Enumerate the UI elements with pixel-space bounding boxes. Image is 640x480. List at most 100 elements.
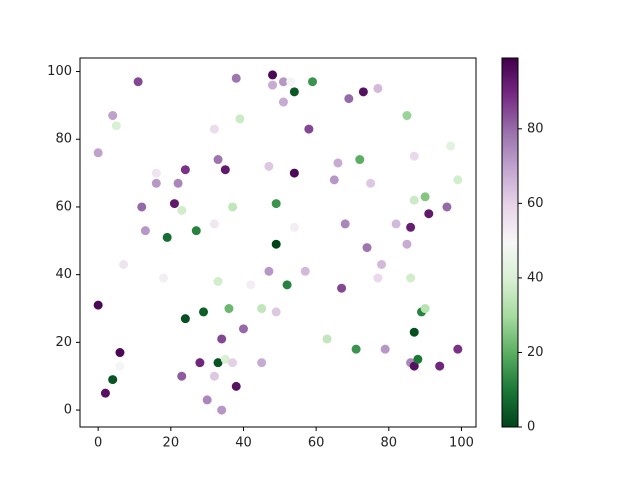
point bbox=[115, 361, 125, 371]
point bbox=[231, 381, 241, 391]
point bbox=[246, 280, 256, 290]
point bbox=[286, 77, 296, 87]
point bbox=[111, 121, 121, 131]
colorbar bbox=[502, 58, 518, 427]
point bbox=[115, 348, 125, 358]
point bbox=[173, 178, 183, 188]
point bbox=[289, 87, 299, 97]
point bbox=[108, 375, 118, 385]
point bbox=[377, 260, 387, 270]
point bbox=[402, 239, 412, 249]
point bbox=[220, 354, 230, 364]
y-tick-label: 60 bbox=[55, 199, 72, 214]
point bbox=[162, 232, 172, 242]
colorbar-frame bbox=[501, 57, 519, 428]
point bbox=[358, 87, 368, 97]
point bbox=[264, 266, 274, 276]
plot-frame bbox=[79, 57, 477, 428]
point bbox=[289, 222, 299, 232]
point bbox=[435, 361, 445, 371]
point bbox=[257, 304, 267, 314]
point bbox=[442, 202, 452, 212]
point bbox=[373, 83, 383, 93]
y-tick-label: 0 bbox=[64, 403, 72, 418]
point bbox=[453, 175, 463, 185]
point bbox=[406, 222, 416, 232]
point bbox=[180, 165, 190, 175]
point bbox=[257, 358, 267, 368]
colorbar-tick-label: 40 bbox=[527, 270, 544, 285]
y-tick-label: 100 bbox=[47, 64, 72, 79]
point bbox=[289, 168, 299, 178]
x-tick-label: 100 bbox=[449, 436, 474, 451]
point bbox=[209, 124, 219, 134]
point bbox=[304, 124, 314, 134]
point bbox=[93, 148, 103, 158]
point bbox=[409, 151, 419, 161]
point bbox=[264, 161, 274, 171]
point bbox=[202, 395, 212, 405]
point bbox=[217, 334, 227, 344]
point bbox=[413, 354, 423, 364]
point bbox=[308, 77, 318, 87]
point bbox=[213, 276, 223, 286]
point bbox=[282, 280, 292, 290]
point bbox=[177, 205, 187, 215]
point bbox=[177, 371, 187, 381]
point bbox=[351, 344, 361, 354]
point bbox=[228, 358, 238, 368]
point bbox=[300, 266, 310, 276]
point bbox=[209, 219, 219, 229]
point bbox=[133, 77, 143, 87]
x-tick-label: 20 bbox=[163, 436, 180, 451]
point bbox=[333, 158, 343, 168]
point bbox=[409, 327, 419, 337]
point bbox=[151, 178, 161, 188]
point bbox=[268, 80, 278, 90]
point bbox=[402, 111, 412, 121]
colorbar-tick-label: 60 bbox=[527, 196, 544, 211]
colorbar-tick-label: 20 bbox=[527, 345, 544, 360]
point bbox=[446, 141, 456, 151]
point bbox=[268, 70, 278, 80]
point bbox=[100, 388, 110, 398]
point bbox=[322, 334, 332, 344]
point bbox=[140, 226, 150, 236]
point bbox=[409, 195, 419, 205]
point bbox=[231, 73, 241, 83]
point bbox=[424, 209, 434, 219]
point bbox=[191, 226, 201, 236]
point bbox=[195, 358, 205, 368]
point bbox=[228, 202, 238, 212]
point bbox=[362, 243, 372, 253]
point bbox=[373, 273, 383, 283]
point bbox=[453, 344, 463, 354]
point bbox=[329, 175, 339, 185]
point bbox=[169, 199, 179, 209]
point bbox=[278, 77, 288, 87]
y-tick-label: 80 bbox=[55, 132, 72, 147]
point bbox=[108, 111, 118, 121]
point bbox=[224, 304, 234, 314]
point bbox=[271, 199, 281, 209]
point bbox=[199, 307, 209, 317]
point bbox=[355, 155, 365, 165]
point bbox=[420, 192, 430, 202]
x-tick-label: 60 bbox=[308, 436, 325, 451]
colorbar-tick-label: 0 bbox=[527, 420, 535, 435]
point bbox=[391, 219, 401, 229]
colorbar-tick-label: 80 bbox=[527, 121, 544, 136]
x-tick-label: 40 bbox=[235, 436, 252, 451]
point bbox=[93, 300, 103, 310]
point bbox=[271, 307, 281, 317]
y-tick-label: 20 bbox=[55, 335, 72, 350]
point bbox=[217, 405, 227, 415]
point bbox=[220, 165, 230, 175]
point bbox=[344, 94, 354, 104]
point bbox=[213, 358, 223, 368]
point bbox=[213, 155, 223, 165]
y-tick-label: 40 bbox=[55, 267, 72, 282]
point bbox=[271, 239, 281, 249]
point bbox=[209, 371, 219, 381]
